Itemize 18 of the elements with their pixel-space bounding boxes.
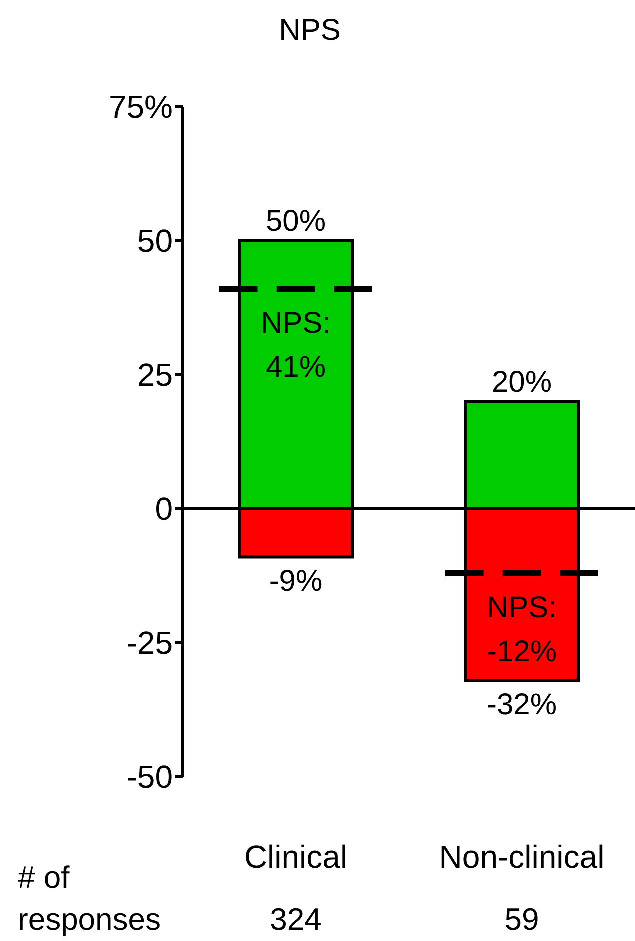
data-label: -32% xyxy=(486,688,558,722)
x-tick-label: Clinical xyxy=(244,839,348,875)
chart-title: NPS xyxy=(279,14,341,47)
ref-line-label: NPS: -12% xyxy=(486,591,558,668)
x-tick-label: Non-clinical xyxy=(439,839,605,875)
data-label: 50% xyxy=(266,205,326,238)
y-tick-label: -50 xyxy=(126,759,173,795)
text: 59 xyxy=(504,902,540,937)
y-tick-label: -25 xyxy=(126,625,173,661)
text: 324 xyxy=(270,902,322,937)
data-label: 20% xyxy=(492,366,552,399)
y-tick-label: 25 xyxy=(137,357,173,393)
y-tick-label: 50 xyxy=(137,223,173,259)
y-tick-label: 75% xyxy=(108,89,173,125)
text: # of responses xyxy=(18,860,162,937)
ref-line-label: NPS: 41% xyxy=(260,307,332,384)
y-tick-label: 0 xyxy=(155,491,173,527)
data-label: -9% xyxy=(269,565,323,598)
